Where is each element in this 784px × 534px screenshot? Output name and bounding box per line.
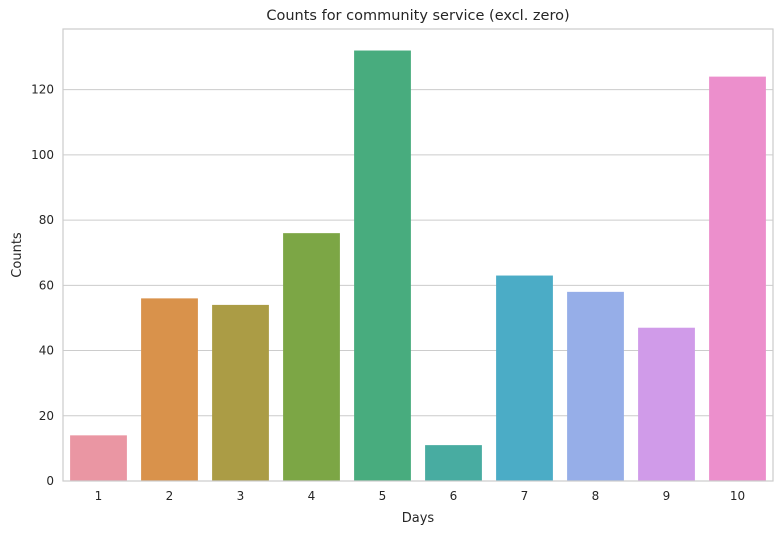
bars: [70, 50, 766, 482]
x-tick-label: 10: [730, 489, 745, 503]
x-tick-label: 5: [379, 489, 387, 503]
x-tick-label: 3: [237, 489, 245, 503]
y-tick-label: 20: [39, 409, 54, 423]
bar-day-10: [709, 76, 766, 481]
x-tick-label: 9: [663, 489, 671, 503]
y-tick-labels: 0 20 40 60 80 100 120: [31, 83, 54, 488]
x-tick-label: 6: [450, 489, 458, 503]
plot-frame: [62, 28, 774, 482]
y-tick-label: 100: [31, 148, 54, 162]
bar-day-1: [70, 435, 127, 481]
y-tick-label: 120: [31, 83, 54, 97]
y-axis-label: Counts: [10, 232, 25, 278]
bar-day-2: [141, 298, 198, 481]
x-tick-label: 2: [166, 489, 174, 503]
bar-day-3: [212, 304, 269, 481]
x-tick-label: 4: [308, 489, 316, 503]
x-tick-label: 8: [592, 489, 600, 503]
bar-day-5: [354, 50, 411, 482]
bar-day-4: [283, 233, 340, 481]
bar-day-9: [638, 327, 695, 481]
x-tick-label: 1: [95, 489, 103, 503]
y-tick-label: 80: [39, 213, 54, 227]
bar-day-8: [567, 291, 624, 481]
y-tick-label: 0: [46, 474, 54, 488]
bar-day-6: [425, 445, 482, 481]
x-tick-label: 7: [521, 489, 529, 503]
x-tick-labels: 1 2 3 4 5 6 7 8 9 10: [95, 489, 745, 503]
bar-day-7: [496, 275, 553, 481]
chart-title: Counts for community service (excl. zero…: [266, 8, 569, 24]
x-axis-label: Days: [402, 511, 435, 526]
y-tick-label: 40: [39, 344, 54, 358]
y-tick-label: 60: [39, 278, 54, 292]
